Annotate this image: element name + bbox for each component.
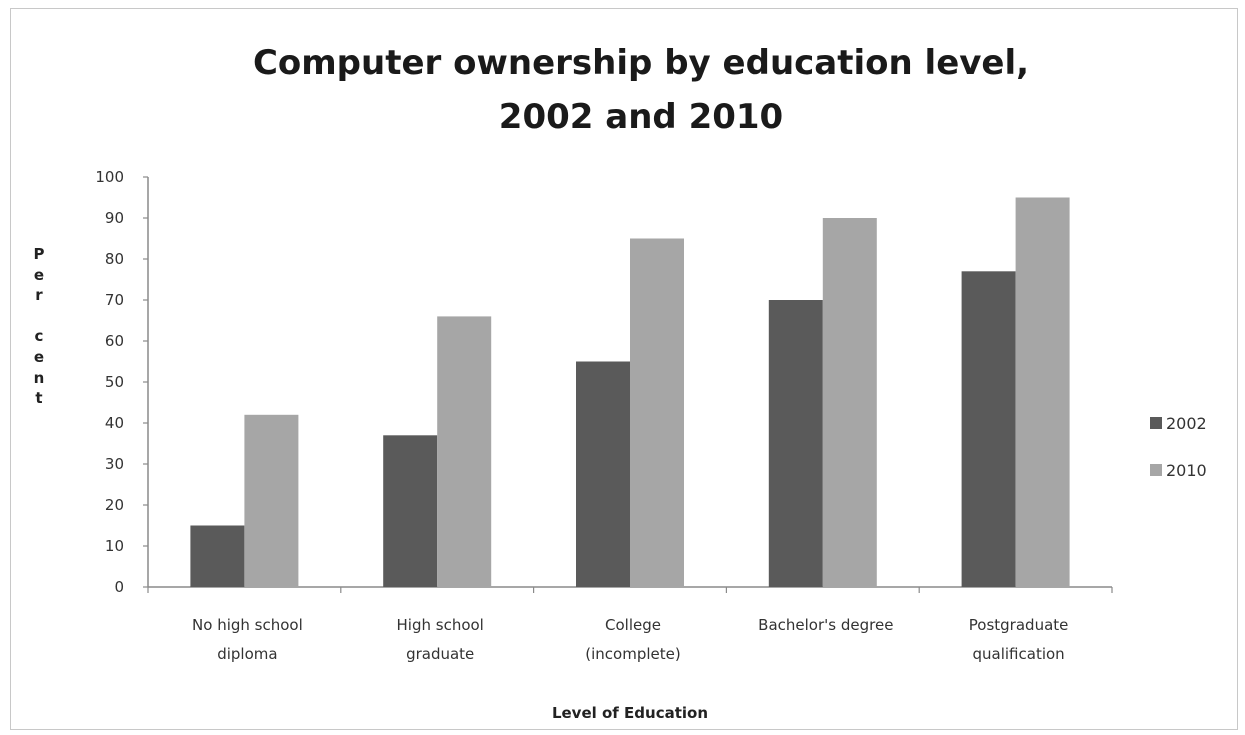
legend: 2002 2010 [1150, 410, 1207, 504]
y-axis-label-letter: n [33, 368, 45, 387]
chart-title-line-2: 2002 and 2010 [498, 97, 784, 137]
x-axis-label: Level of Education [551, 704, 709, 722]
y-axis-label-letter: t [35, 389, 43, 408]
legend-item-2002: 2002 [1150, 410, 1207, 436]
y-axis-label-letter [26, 306, 52, 327]
y-axis-label-letter: e [33, 347, 45, 366]
y-axis-label-letter: e [33, 265, 45, 284]
y-axis-label-letter: r [35, 286, 43, 305]
y-axis-label-letter: c [34, 327, 44, 346]
chart-title-line-1: Computer ownership by education level, [252, 43, 1030, 83]
y-axis-label: P e r c e n t [26, 244, 52, 409]
legend-swatch-2010 [1150, 464, 1162, 476]
legend-swatch-2002 [1150, 417, 1162, 429]
legend-label-2010: 2010 [1166, 460, 1207, 480]
chart-title: Computer ownership by education level, 2… [0, 36, 1245, 144]
y-axis-label-letter: P [33, 245, 45, 263]
legend-item-2010: 2010 [1150, 457, 1207, 483]
legend-label-2002: 2002 [1166, 413, 1207, 433]
